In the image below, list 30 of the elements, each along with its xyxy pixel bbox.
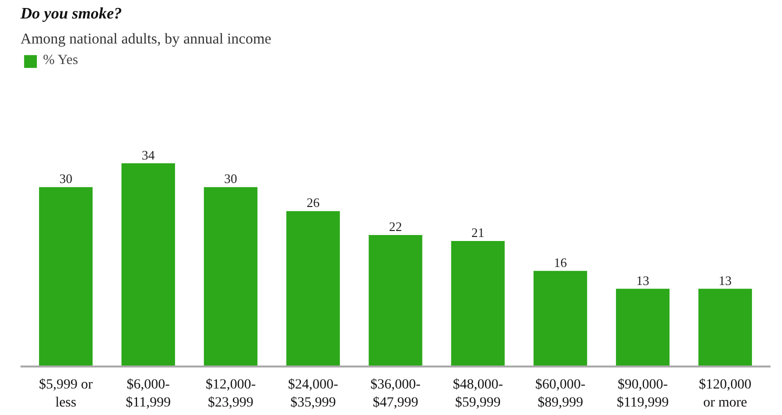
bar: [698, 288, 752, 366]
bar: [616, 288, 670, 366]
x-tick-label: $48,000- $59,999: [452, 378, 504, 410]
x-tick-label: $5,999 or less: [39, 378, 93, 410]
bar: [204, 187, 258, 366]
x-tick-label: $120,000 or more: [698, 378, 752, 410]
data-label: 13: [718, 272, 732, 288]
bar: [368, 235, 422, 366]
data-label: 16: [554, 254, 568, 270]
x-tick-label: $12,000- $23,999: [206, 378, 256, 410]
x-tick-label: $6,000- $11,999: [126, 378, 171, 410]
x-tick-label: $24,000- $35,999: [288, 378, 338, 410]
legend-label: % Yes: [43, 53, 78, 69]
data-label: 34: [142, 147, 156, 162]
data-label: 13: [636, 272, 650, 288]
x-tick-label: $60,000- $89,999: [535, 378, 586, 410]
data-label: 26: [306, 195, 320, 210]
bar: [121, 163, 176, 366]
data-label: 22: [389, 219, 402, 234]
data-label: 30: [224, 171, 238, 186]
bar: [286, 211, 340, 366]
data-label: 30: [59, 171, 72, 186]
chart-subtitle: Among national adults, by annual income: [20, 32, 272, 48]
bar: [39, 187, 93, 366]
bar: [534, 270, 588, 366]
data-label: 21: [471, 224, 484, 240]
x-tick-label: $36,000- $47,999: [370, 378, 421, 410]
bar: [451, 240, 505, 366]
x-tick-label: $90,000- $119,999: [616, 378, 669, 410]
chart-title: Do you smoke?: [20, 6, 122, 22]
